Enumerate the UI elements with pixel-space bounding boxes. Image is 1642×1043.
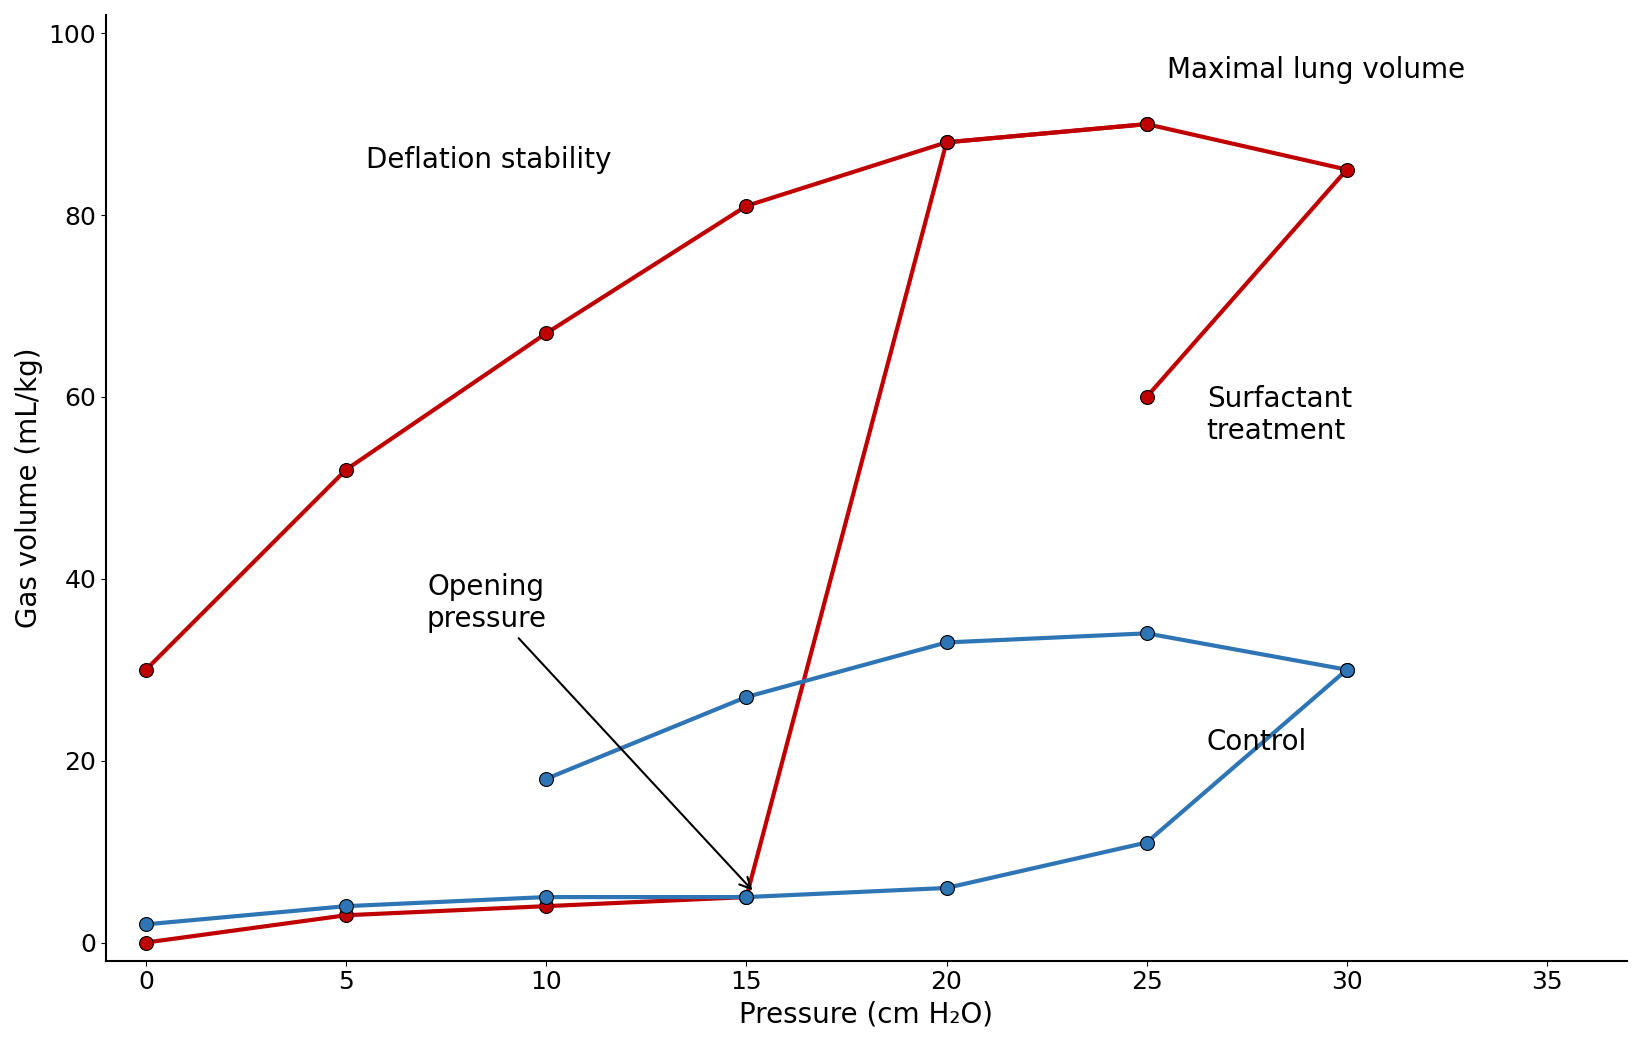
Text: Surfactant
treatment: Surfactant treatment: [1207, 385, 1351, 445]
Text: Maximal lung volume: Maximal lung volume: [1167, 55, 1465, 83]
X-axis label: Pressure (cm H₂O): Pressure (cm H₂O): [739, 1000, 993, 1028]
Y-axis label: Gas volume (mL/kg): Gas volume (mL/kg): [15, 347, 43, 628]
Text: Opening
pressure: Opening pressure: [427, 573, 750, 889]
Text: Control: Control: [1207, 728, 1307, 756]
Text: Deflation stability: Deflation stability: [366, 146, 611, 174]
